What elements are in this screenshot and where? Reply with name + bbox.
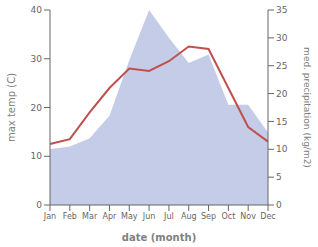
svg-text:Feb: Feb [63,212,77,221]
svg-text:30: 30 [31,54,43,64]
svg-text:15: 15 [276,117,287,127]
svg-text:0: 0 [276,200,282,210]
svg-text:10: 10 [276,144,288,154]
svg-text:Jul: Jul [163,212,174,221]
svg-text:date (month): date (month) [122,232,196,243]
svg-text:0: 0 [36,200,42,210]
svg-text:Oct: Oct [221,212,235,221]
svg-text:Jun: Jun [142,212,156,221]
svg-text:10: 10 [31,151,43,161]
svg-text:max temp (C): max temp (C) [8,73,17,142]
svg-text:med. precipitation (kg/m2): med. precipitation (kg/m2) [302,47,310,168]
svg-text:Nov: Nov [240,212,256,221]
svg-text:Aug: Aug [181,212,197,221]
svg-text:5: 5 [276,172,282,182]
svg-text:40: 40 [31,5,43,15]
svg-text:35: 35 [276,5,287,15]
svg-text:Mar: Mar [82,212,98,221]
svg-text:Jan: Jan [43,212,56,221]
svg-text:20: 20 [276,89,288,99]
svg-text:Sep: Sep [201,212,216,221]
svg-text:May: May [121,212,138,221]
svg-text:25: 25 [276,61,287,71]
svg-text:20: 20 [31,103,43,113]
svg-text:Dec: Dec [260,212,275,221]
svg-text:30: 30 [276,33,288,43]
svg-text:Apr: Apr [103,212,118,221]
